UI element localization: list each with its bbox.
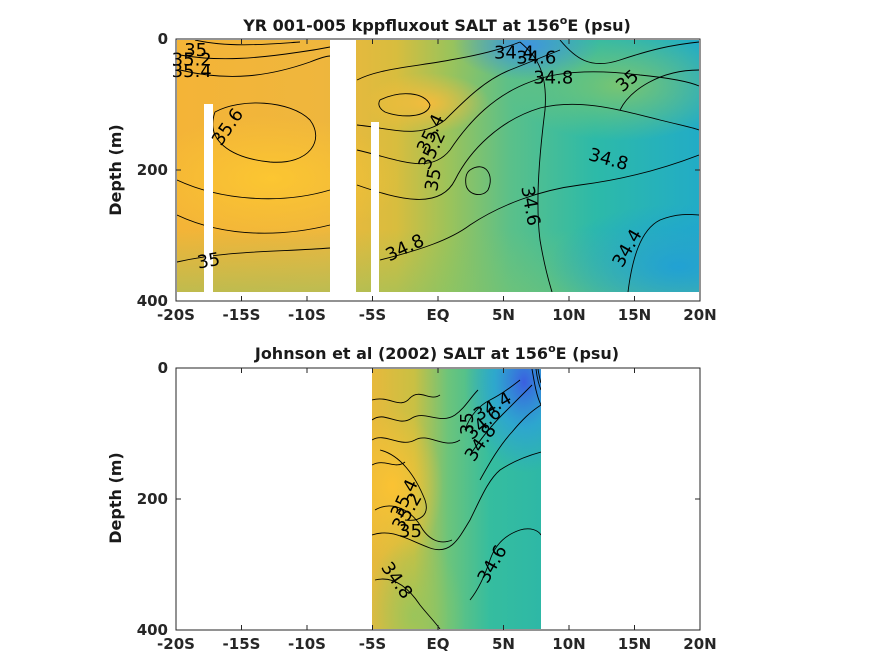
top-contour-label: 35: [184, 40, 207, 61]
top-contour-line: [177, 214, 331, 234]
bottom-y-tick-label: 200: [137, 490, 168, 508]
top-x-tick-label: 15N: [618, 306, 651, 324]
bottom-x-tick-label: -15S: [223, 635, 261, 653]
bottom-contour-line: [372, 389, 479, 422]
top-contour-line: [356, 71, 699, 165]
top-contour-line: [179, 46, 331, 60]
top-contour-line: [619, 69, 699, 111]
bottom-heatmap: [372, 369, 541, 629]
top-contour-line: [379, 154, 699, 261]
bottom-chart-title: Johnson et al (2002) SALT at 156oE (psu): [254, 342, 619, 363]
bottom-panel: Johnson et al (2002) SALT at 156oE (psu): [106, 342, 717, 653]
top-contour-line: [465, 166, 491, 196]
bottom-contour-line: [372, 437, 461, 444]
top-mask-column: [330, 38, 356, 294]
bottom-contour-line: [469, 528, 541, 601]
bottom-contour-label: 35: [457, 412, 478, 435]
bottom-y-tick-label: 0: [158, 359, 168, 377]
bottom-contour-label: 35: [399, 521, 422, 542]
top-chart-title: YR 001-005 kppfluxout SALT at 156oE (psu…: [242, 14, 631, 35]
top-x-tick-label: -5S: [359, 306, 386, 324]
bottom-contour-line: [464, 379, 521, 431]
bottom-contours: [372, 369, 541, 629]
top-heatmap-fresh-surface: [177, 40, 699, 292]
top-contour-label: 34.4: [494, 42, 534, 63]
top-x-ticks: -20S -15S -10S -5S EQ 5N 10N 15N 20N: [157, 39, 717, 324]
bottom-x-tick-label: EQ: [427, 635, 450, 653]
top-x-tick-label: 10N: [552, 306, 585, 324]
top-contour-line: [356, 49, 561, 132]
bottom-contour-line: [535, 369, 541, 391]
top-y-tick-label: 400: [137, 292, 168, 310]
top-y-axis-label: Depth (m): [106, 124, 125, 216]
top-y-tick-label: 0: [158, 30, 168, 48]
top-y-ticks: 0 200 400: [137, 30, 700, 310]
bottom-contour-line: [372, 393, 441, 404]
bottom-x-ticks: -20S -15S -10S -5S EQ 5N 10N 15N 20N: [157, 368, 717, 653]
top-contour-label: 35: [421, 167, 446, 193]
top-x-tick-label: -10S: [288, 306, 326, 324]
top-x-tick-label: 5N: [492, 306, 515, 324]
top-contour-line: [378, 93, 431, 117]
bottom-y-tick-label: 400: [137, 621, 168, 639]
top-panel: YR 001-005 kppfluxout SALT at 156oE (psu…: [106, 14, 717, 324]
top-contour-line: [179, 55, 331, 77]
bottom-x-tick-label: -5S: [359, 635, 386, 653]
bottom-contour-line: [372, 451, 541, 551]
top-mask-column: [204, 104, 213, 294]
bottom-x-tick-label: 15N: [618, 635, 651, 653]
bottom-contour-line: [537, 369, 541, 384]
bottom-contour-line: [531, 369, 541, 406]
bottom-x-tick-label: 20N: [683, 635, 716, 653]
bottom-contour-line: [479, 404, 541, 481]
bottom-contour-line: [374, 505, 453, 543]
top-contour-line: [212, 102, 316, 163]
bottom-x-tick-label: 5N: [492, 635, 515, 653]
top-contour-line: [627, 214, 699, 292]
top-y-tick-label: 200: [137, 161, 168, 179]
top-contour-line: [356, 41, 521, 81]
bottom-x-tick-label: -20S: [157, 635, 195, 653]
bottom-x-tick-label: 10N: [552, 635, 585, 653]
top-mask-column: [371, 122, 379, 294]
bottom-y-ticks: 0 200 400: [137, 359, 700, 639]
bottom-x-tick-label: -10S: [288, 635, 326, 653]
top-x-tick-label: 20N: [683, 306, 716, 324]
top-contour-line: [194, 40, 301, 46]
top-contour-label: 35: [196, 249, 222, 274]
top-contour-label: 35.2: [172, 50, 212, 71]
top-contour-line: [559, 40, 699, 65]
top-x-tick-label: -20S: [157, 306, 195, 324]
top-contour-label: 35.4: [172, 61, 212, 82]
bottom-contour-line: [379, 449, 427, 521]
top-contours: [177, 40, 699, 292]
top-x-tick-label: EQ: [427, 306, 450, 324]
top-contour-label: 34.6: [516, 48, 556, 69]
top-contour-line: [177, 247, 331, 263]
top-contour-label: 34.8: [533, 67, 573, 88]
top-contour-line: [177, 179, 331, 200]
top-contour-line: [519, 41, 553, 292]
top-heatmap: [177, 40, 699, 292]
bottom-contour-line: [374, 578, 441, 629]
bottom-contour-line: [469, 384, 533, 456]
top-contour-line: [356, 103, 699, 200]
top-x-tick-label: -15S: [223, 306, 261, 324]
bottom-y-axis-label: Depth (m): [106, 452, 125, 544]
bottom-heatmap-fresh-surface: [372, 369, 541, 629]
